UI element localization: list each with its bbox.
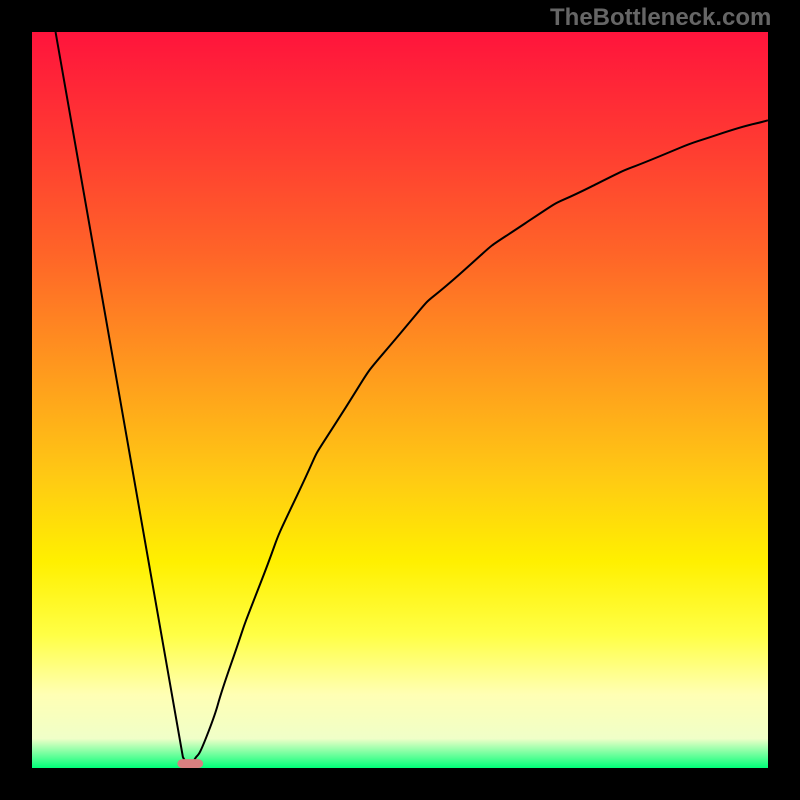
- chart-background: [32, 32, 768, 768]
- watermark-text: TheBottleneck.com: [550, 4, 771, 32]
- bottleneck-chart: TheBottleneck.com: [0, 0, 800, 800]
- chart-svg: [0, 0, 800, 800]
- optimal-marker: [177, 759, 203, 768]
